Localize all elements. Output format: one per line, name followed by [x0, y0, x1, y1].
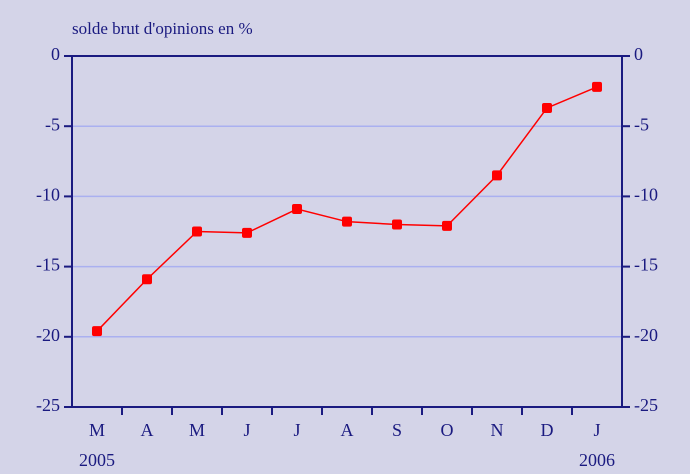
marker	[342, 216, 352, 227]
x-tick-label: O	[441, 420, 454, 440]
marker	[492, 170, 502, 181]
y2-tick-label: -15	[634, 255, 658, 275]
y2-tick-label: -25	[634, 395, 658, 415]
year-label: 2005	[79, 450, 115, 470]
x-tick-label: M	[89, 420, 105, 440]
x-tick-label: J	[593, 420, 600, 440]
y-axis-label: solde brut d'opinions en %	[72, 19, 253, 38]
marker	[442, 220, 452, 231]
x-tick-label: J	[293, 420, 300, 440]
marker	[92, 326, 102, 337]
x-tick-label: J	[243, 420, 250, 440]
x-tick-label: A	[341, 420, 354, 440]
x-tick-label: D	[541, 420, 554, 440]
y-tick-label: -20	[36, 325, 60, 345]
x-tick-label: A	[141, 420, 154, 440]
y-tick-label: 0	[51, 44, 60, 64]
y-tick-label: -15	[36, 255, 60, 275]
y2-tick-label: -10	[634, 185, 658, 205]
y-tick-label: -10	[36, 185, 60, 205]
marker	[242, 227, 252, 238]
x-tick-label: N	[491, 420, 504, 440]
y2-tick-label: -20	[634, 325, 658, 345]
year-label: 2006	[579, 450, 615, 470]
y2-tick-label: -5	[634, 114, 649, 134]
marker	[292, 204, 302, 215]
marker	[542, 102, 552, 113]
x-tick-label: M	[189, 420, 205, 440]
y2-tick-label: 0	[634, 44, 643, 64]
y-tick-label: -25	[36, 395, 60, 415]
marker	[192, 226, 202, 237]
y-tick-label: -5	[45, 114, 60, 134]
x-tick-label: S	[392, 420, 402, 440]
marker	[392, 219, 402, 230]
marker	[142, 274, 152, 285]
marker	[592, 81, 602, 92]
